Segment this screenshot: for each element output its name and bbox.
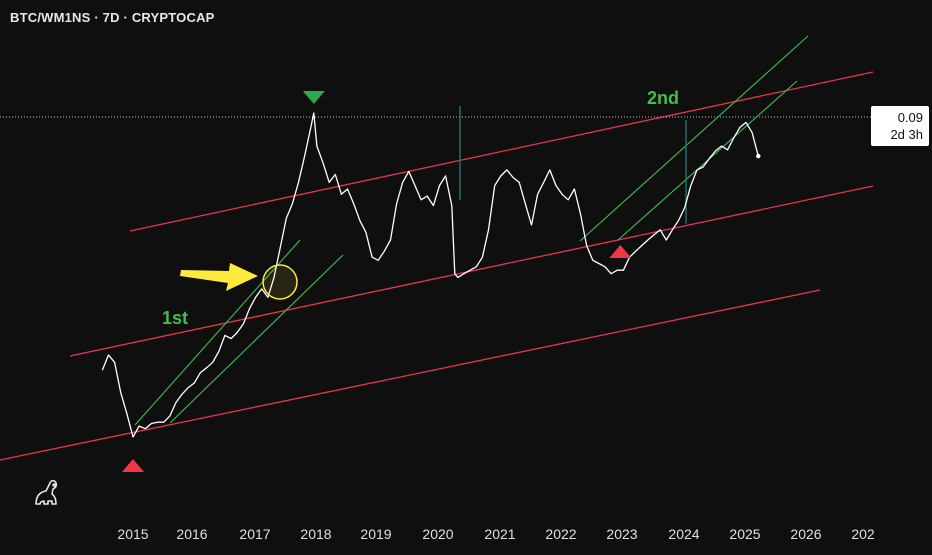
series-layer (101, 112, 761, 438)
x-tick-label: 2016 (176, 526, 207, 542)
x-tick-label: 2023 (606, 526, 637, 542)
x-tick-label: 2024 (668, 526, 699, 542)
x-tick-label: 2020 (422, 526, 453, 542)
green-triangle-down-marker (302, 91, 325, 104)
x-tick-label: 2017 (239, 526, 270, 542)
x-tick-label: 2026 (790, 526, 821, 542)
highlight-circle (262, 264, 298, 300)
red-triangle-up-marker (609, 245, 632, 258)
bar-countdown: 2d 3h (890, 127, 923, 142)
price-series-line (101, 112, 759, 438)
last-price-value: 0.09 (897, 110, 923, 125)
last-price-badge: 0.09 2d 3h (871, 106, 929, 146)
annotation-1st: 1st (162, 308, 188, 328)
red-triangle-up-marker (122, 459, 144, 472)
marker-layer (122, 91, 632, 472)
chart-title: BTC/WM1NS · 7D · CRYPTOCAP (10, 10, 215, 25)
red-channel-upper (129, 71, 874, 232)
x-tick-label: 2018 (300, 526, 331, 542)
green-channel-2nd-upper (579, 35, 809, 242)
x-tick-label: 202 (851, 526, 875, 542)
x-axis: 2015 2016 2017 2018 2019 2020 2021 2022 2023 2024… (117, 526, 874, 542)
red-channel-middle (69, 185, 874, 357)
green-channel-1st-lower (169, 254, 344, 424)
tradingview-dinosaur-icon[interactable] (28, 474, 64, 510)
x-tick-label: 2022 (545, 526, 576, 542)
x-tick-label: 2015 (117, 526, 148, 542)
annotation-2nd: 2nd (647, 88, 679, 108)
x-tick-label: 2021 (484, 526, 515, 542)
x-tick-label: 2025 (729, 526, 760, 542)
green-channel-1st-upper (134, 239, 301, 426)
red-channel-lower (0, 289, 821, 461)
x-tick-label: 2019 (360, 526, 391, 542)
last-point-dot (756, 153, 761, 159)
yellow-arrow-icon (180, 263, 258, 291)
